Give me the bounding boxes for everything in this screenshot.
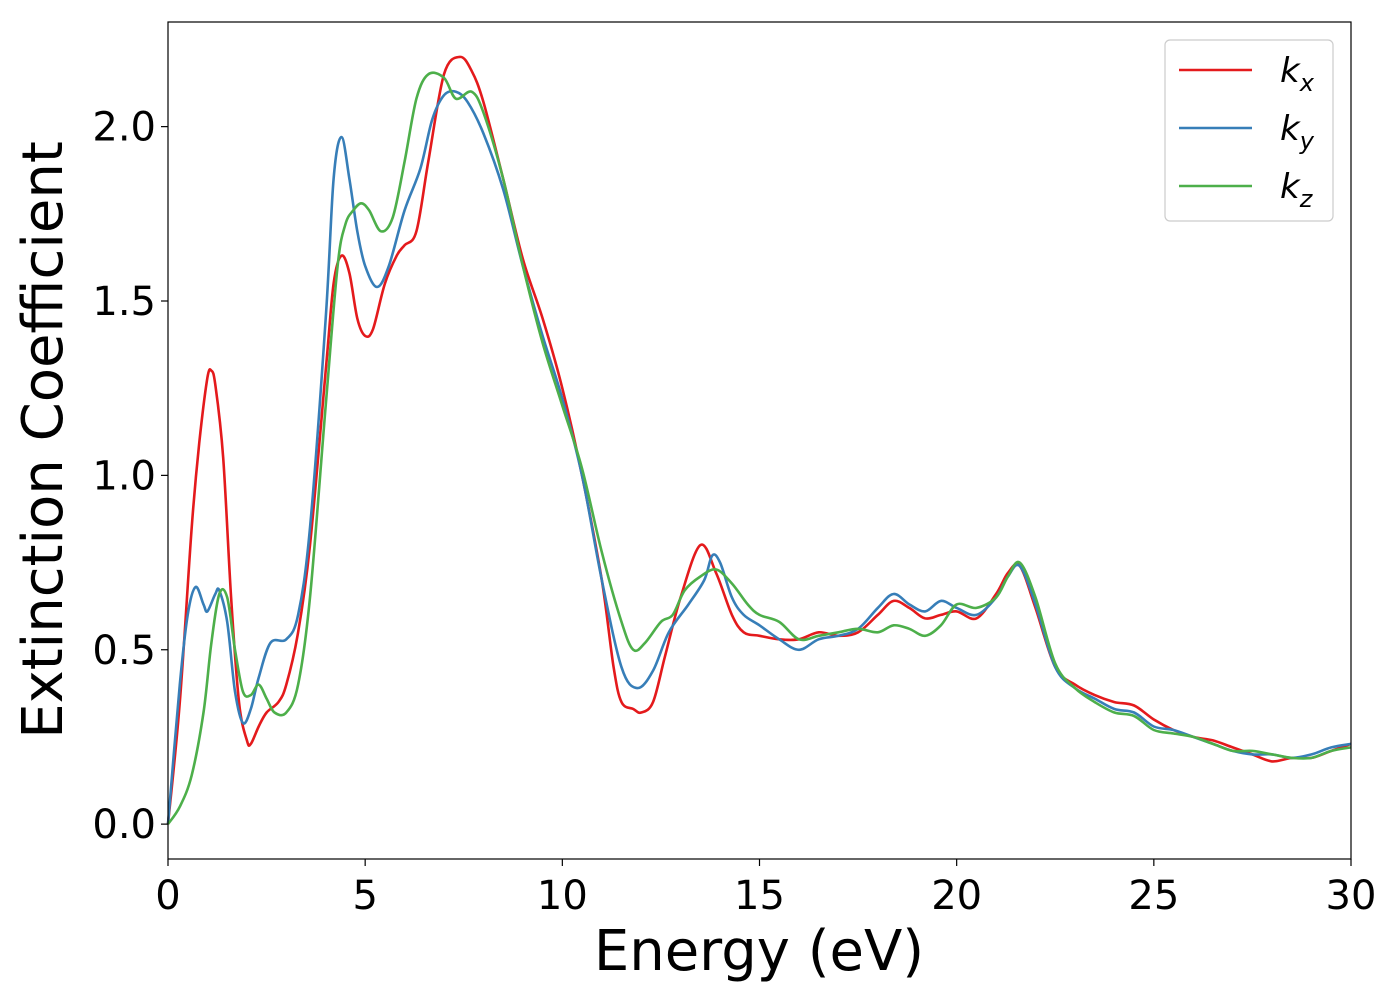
y-tick-label: 0.0 — [92, 802, 156, 848]
x-tick-label: 25 — [1128, 873, 1179, 919]
x-tick-label: 20 — [931, 873, 982, 919]
y-axis-label: Extinction Coefficient — [11, 141, 76, 739]
series-layer — [166, 55, 1352, 825]
x-tick-label: 30 — [1326, 873, 1377, 919]
y-axis-ticks: 0.0 0.5 1.0 1.5 2.0 — [92, 105, 168, 848]
legend-box — [1164, 39, 1334, 222]
series-line-kz — [166, 71, 1352, 825]
x-tick-label: 15 — [734, 873, 785, 919]
x-axis-label: Energy (eV) — [594, 919, 924, 984]
x-tick-label: 5 — [352, 873, 377, 919]
y-tick-label: 1.0 — [92, 453, 156, 499]
x-axis-ticks: 0 5 10 15 20 25 30 — [155, 859, 1376, 919]
x-tick-label: 10 — [537, 873, 588, 919]
y-tick-label: 2.0 — [92, 105, 156, 151]
legend-label-kx: kx — [1280, 51, 1315, 97]
y-tick-label: 0.5 — [92, 628, 156, 674]
x-tick-label: 0 — [155, 873, 180, 919]
y-tick-label: 1.5 — [92, 279, 156, 325]
legend-label-ky: ky — [1280, 109, 1315, 155]
